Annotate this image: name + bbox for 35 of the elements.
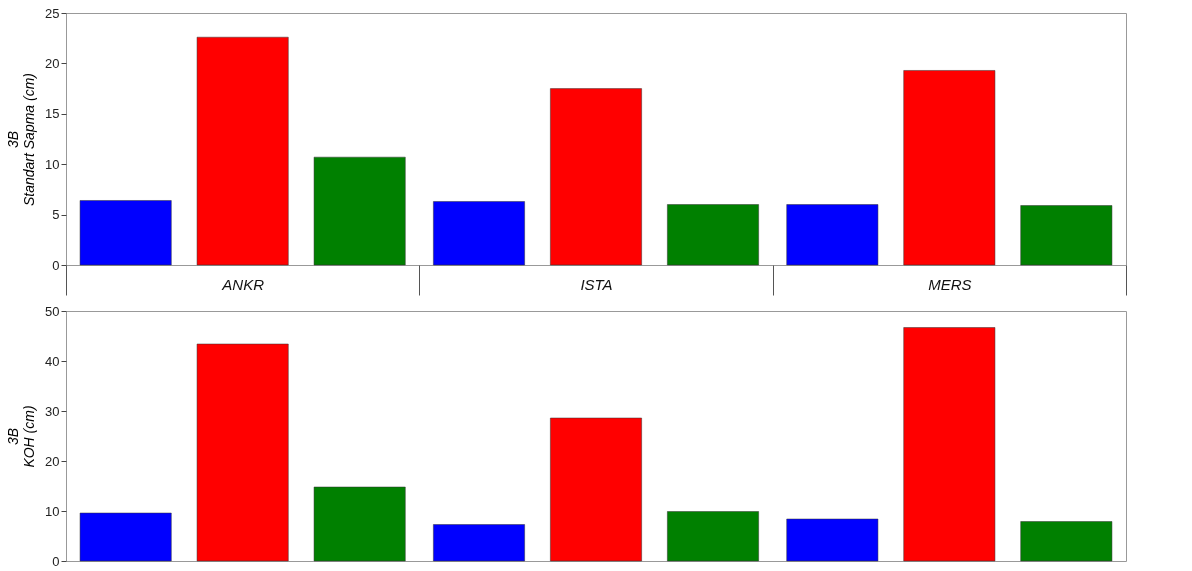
bar [313,156,406,266]
y-tick-label: 20 [45,453,60,469]
bar [786,518,879,562]
bar [79,200,172,266]
y-tick-label: 0 [52,257,60,273]
bar [903,327,996,562]
bar [667,511,759,562]
bar [313,486,406,562]
y-tick-label: 20 [45,55,60,71]
y-tick-label: 5 [52,207,60,223]
y-tick-label: 0 [52,553,60,569]
y-tick-label: 50 [45,303,60,319]
x-tick-label: MERS [928,275,972,293]
y-tick-label: 15 [45,106,60,122]
bar [79,512,172,562]
bar [550,88,642,266]
x-tick-label: ANKR [221,275,265,293]
bar [667,204,759,266]
bar [433,524,525,562]
y-axis-title: 3B Standart Sapma (cm) [5,72,38,207]
bar [550,417,642,562]
bar [433,201,525,266]
bar [903,70,996,266]
bar [1020,521,1113,562]
bar [196,343,289,562]
y-tick-label: 10 [45,156,60,172]
bar [196,36,289,266]
bar [786,204,879,266]
y-axis-title: 3B KOH (cm) [5,405,38,468]
bar [1020,205,1113,266]
y-tick-label: 40 [45,353,60,369]
y-tick-label: 10 [45,503,60,519]
x-tick-label: ISTA [580,275,613,293]
y-tick-label: 25 [45,5,60,21]
y-tick-label: 30 [45,403,60,419]
